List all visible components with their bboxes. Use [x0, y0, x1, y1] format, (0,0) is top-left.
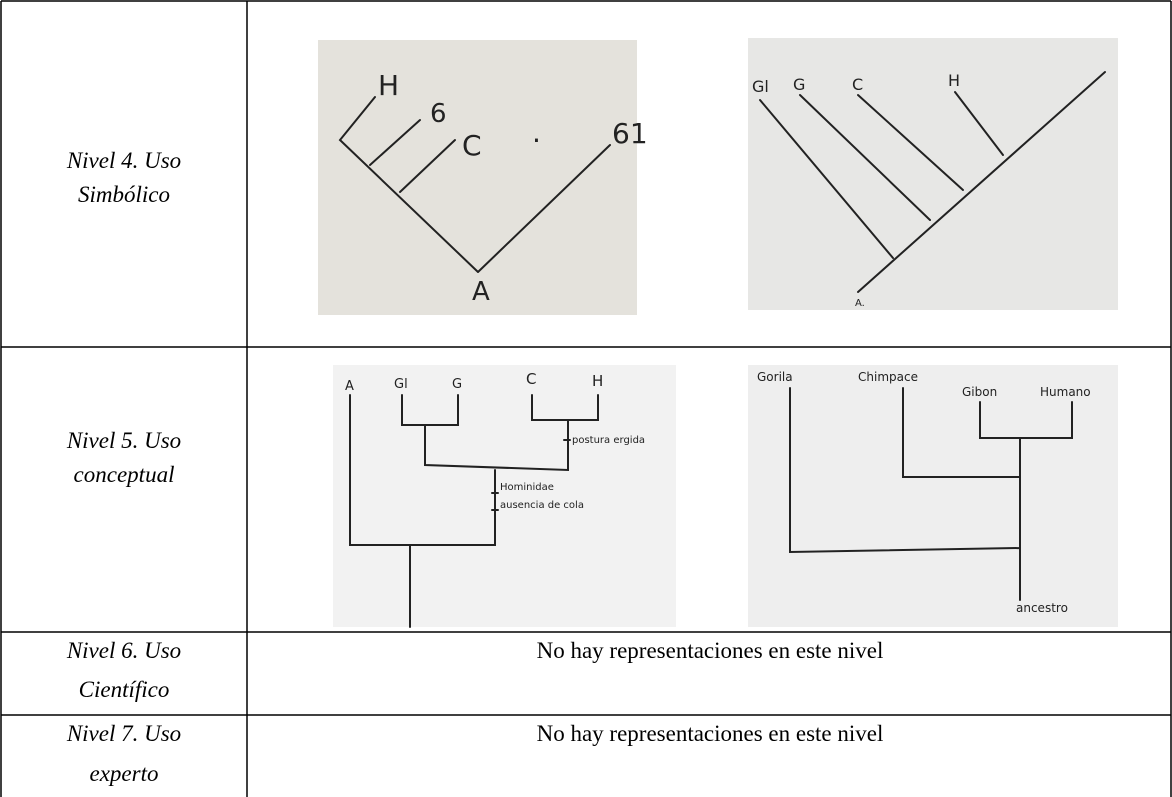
label: Humano [1040, 385, 1091, 399]
level-label: Simbólico [78, 182, 170, 207]
photo [333, 365, 676, 627]
label: Gorila [757, 370, 793, 384]
note: No hay representaciones en este nivel [537, 721, 884, 746]
label: Gl [752, 77, 769, 96]
label: ancestro [1016, 601, 1068, 615]
photo [748, 365, 1118, 627]
label: C [462, 129, 482, 162]
label: G [452, 377, 462, 392]
label: Hominidae [500, 482, 554, 493]
label: A. [855, 298, 865, 309]
cladogram [789, 387, 1073, 601]
level-label: Nivel 5. Uso [66, 428, 181, 453]
photo [748, 38, 1118, 310]
drawing: A Gl G C H postura ergida Hominidae ause… [333, 365, 676, 628]
label: A [472, 277, 490, 307]
label: 61 [612, 117, 648, 150]
level-label: conceptual [74, 462, 175, 487]
photo [318, 40, 637, 315]
level-label: Científico [79, 677, 170, 702]
drawing: Gl G C H A. [748, 38, 1118, 310]
label: ausencia de cola [500, 500, 584, 511]
cladogram [349, 394, 599, 628]
level-label: Nivel 4. Uso [66, 148, 181, 173]
drawing: H 6 C · 61 A [318, 40, 648, 315]
label: H [592, 372, 603, 390]
label: Gibon [962, 385, 997, 399]
label: Chimpace [858, 370, 918, 384]
level-label: experto [90, 761, 159, 786]
label: C [852, 75, 863, 94]
label: postura ergida [572, 435, 645, 446]
label: · [532, 124, 541, 157]
label: G [793, 75, 805, 94]
level-label: Nivel 7. Uso [66, 721, 181, 746]
note: No hay representaciones en este nivel [537, 638, 884, 663]
level-label: Nivel 6. Uso [66, 638, 181, 663]
label: H [948, 71, 960, 90]
cladogram [759, 71, 1106, 293]
label: C [526, 370, 536, 388]
cladogram [338, 96, 611, 273]
label: Gl [394, 377, 408, 392]
drawing: Gorila Chimpace Gibon Humano ancestro [748, 365, 1118, 627]
label: 6 [430, 99, 447, 129]
label: H [378, 69, 399, 102]
label: A [345, 379, 354, 394]
